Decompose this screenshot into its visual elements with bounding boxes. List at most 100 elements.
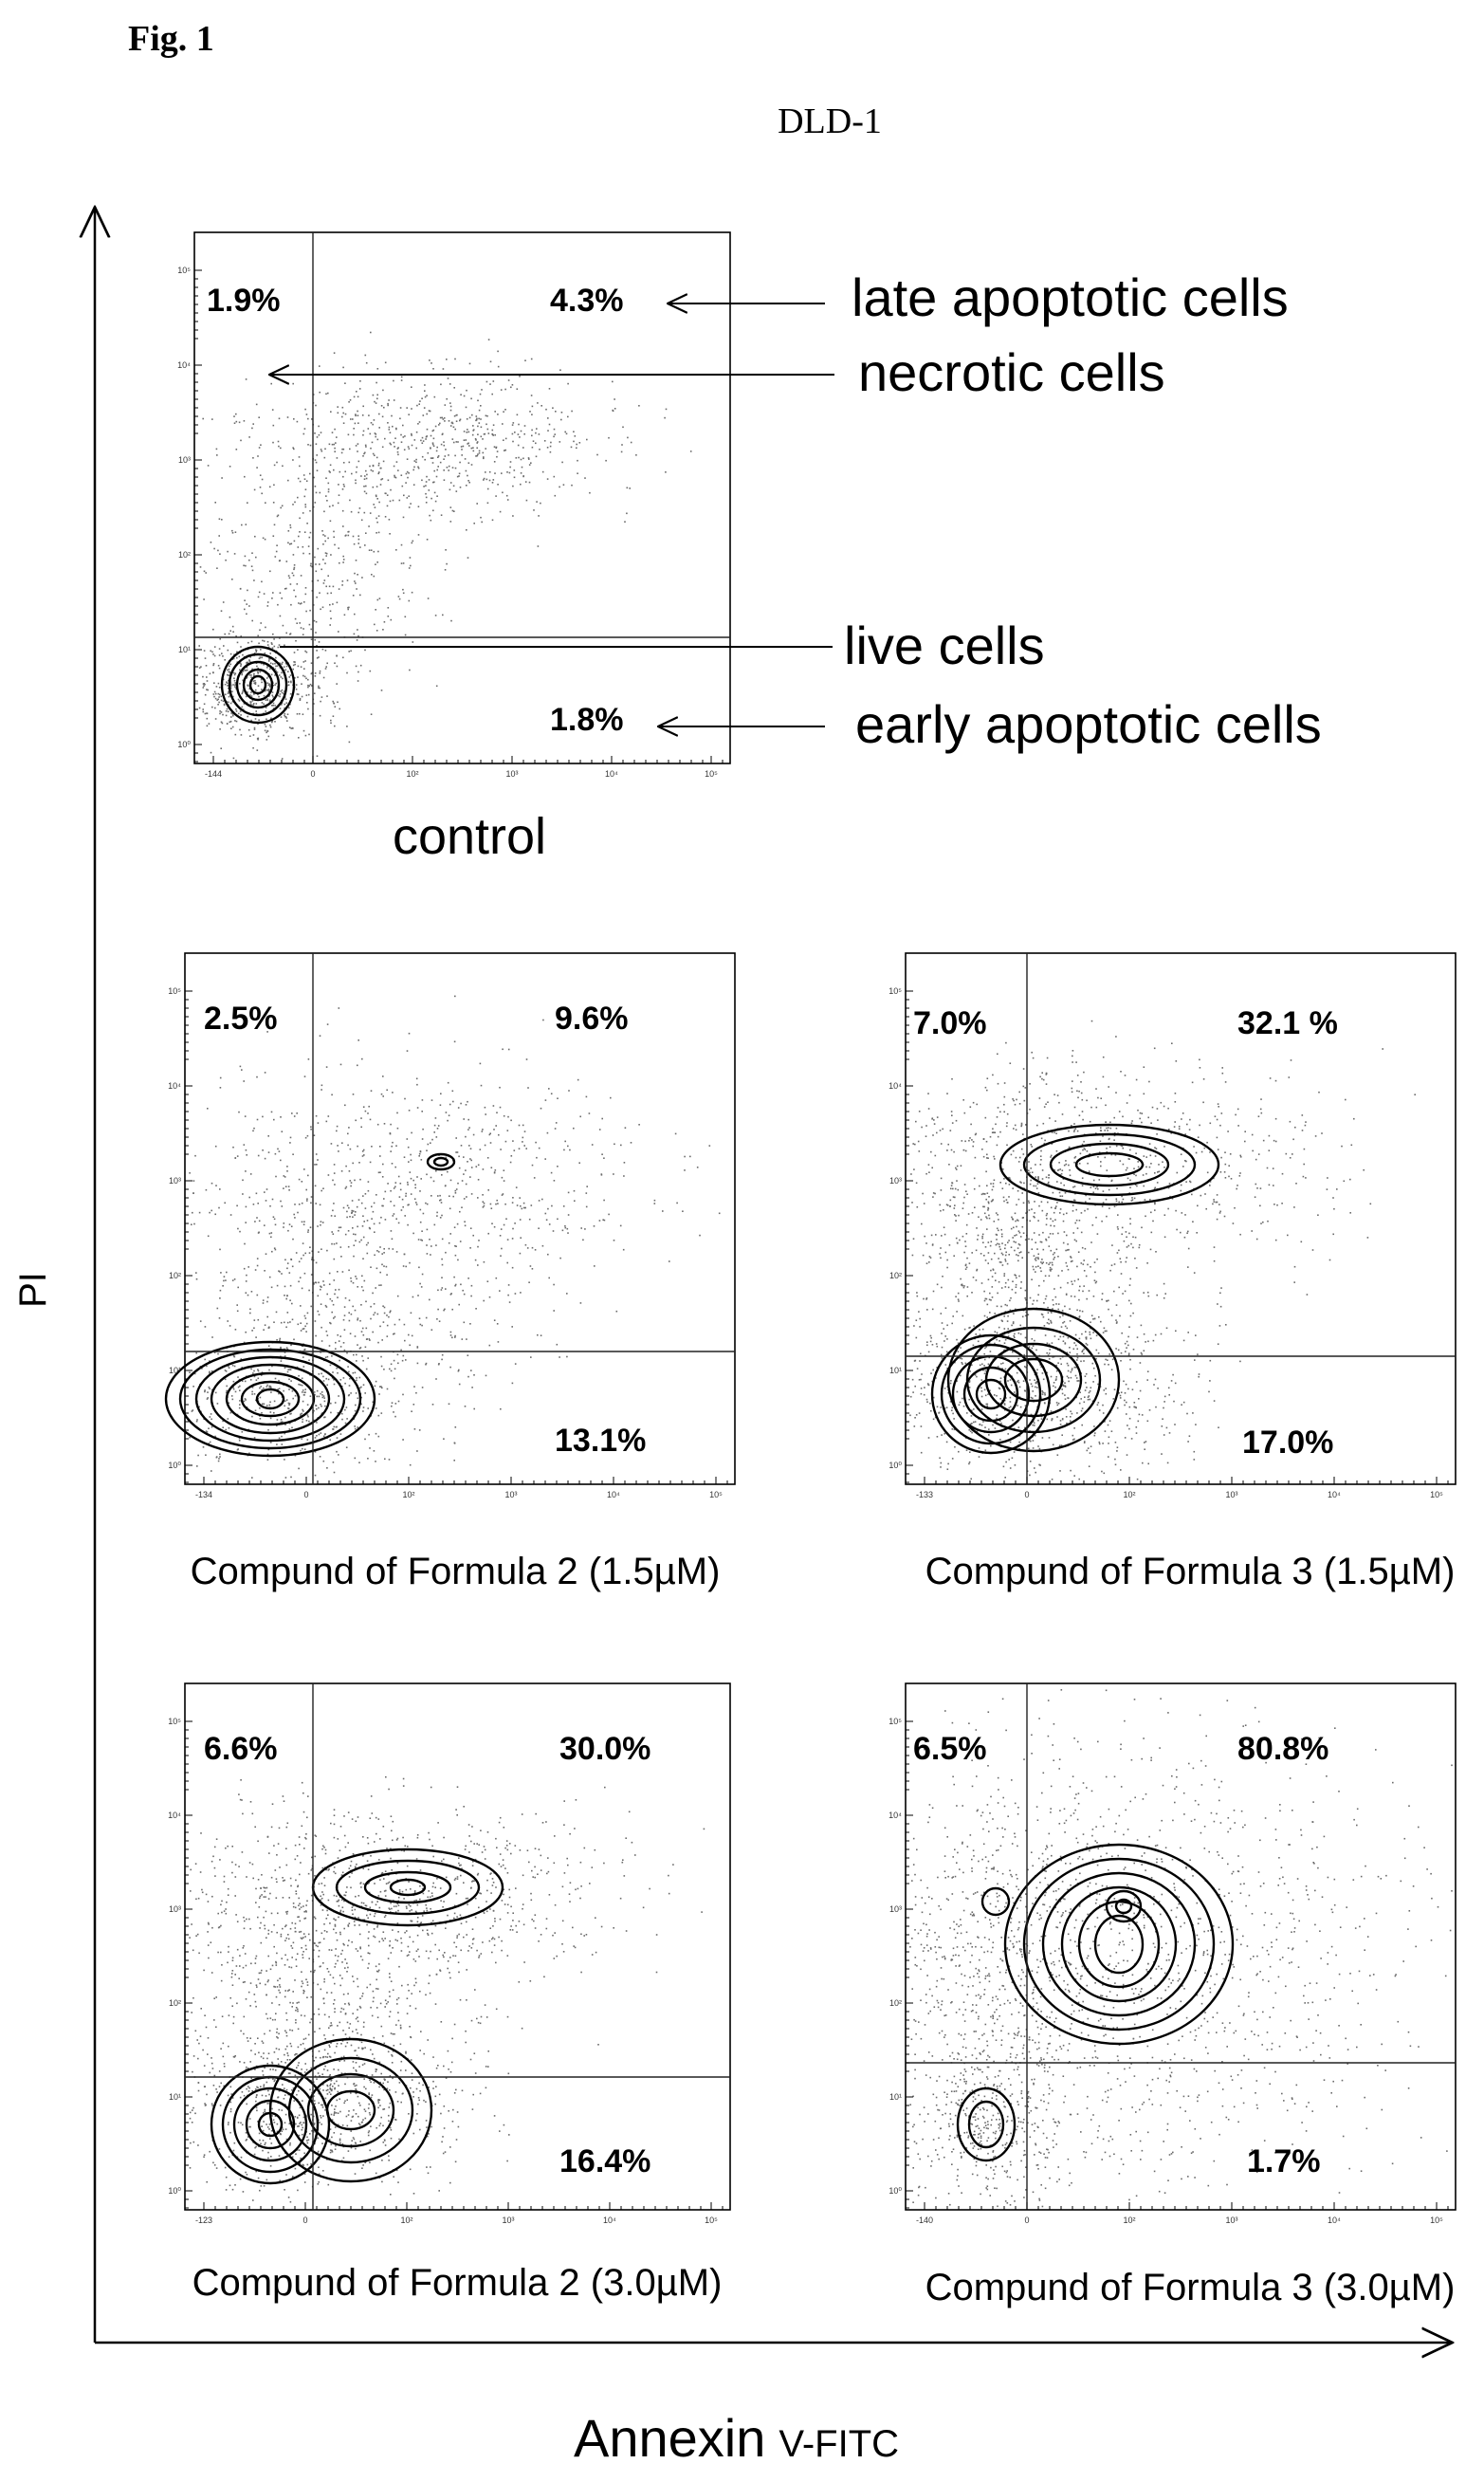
x-tick-label: 10⁵	[1430, 2215, 1443, 2225]
y-tick-label: 10¹	[169, 2092, 181, 2102]
x-tick-label: 10³	[505, 769, 518, 779]
y-tick-label: 10²	[178, 550, 191, 560]
y-tick-label: 10³	[889, 1904, 902, 1914]
y-tick-label: 10⁵	[177, 266, 191, 275]
y-tick-label: 10¹	[178, 645, 191, 654]
x-tick-label: -140	[916, 2215, 933, 2225]
quadrant-upper-left-value: 2.5%	[204, 1001, 278, 1037]
y-tick-label: 10³	[169, 1176, 181, 1186]
plot-frame	[905, 1682, 1457, 2211]
y-tick-label: 10⁴	[168, 1081, 181, 1091]
annotations: late apoptotic cells necrotic cells live…	[270, 267, 1322, 754]
x-tick-label: 10²	[1123, 2215, 1135, 2225]
y-tick-label: 10⁴	[889, 1081, 902, 1091]
live-cells-label: live cells	[844, 616, 1045, 675]
x-tick-label: 10²	[406, 769, 418, 779]
density-contours	[930, 1123, 1220, 1455]
density-contours	[220, 645, 296, 725]
density-contours	[956, 1843, 1235, 2162]
plot-title: Compund of Formula 3 (3.0µM)	[925, 2267, 1456, 2308]
y-tick-label: 10⁰	[177, 740, 191, 749]
quadrant-upper-left-value: 6.6%	[204, 1731, 278, 1767]
plot-title: control	[393, 808, 546, 865]
x-tick-label: 10⁵	[705, 2215, 718, 2225]
quadrant-upper-right-value: 32.1 %	[1237, 1005, 1338, 1041]
y-tick-label: 10³	[169, 1904, 181, 1914]
x-tick-label: 10⁴	[603, 2215, 616, 2225]
y-tick-label: 10³	[889, 1176, 902, 1186]
figure-title: DLD-1	[778, 101, 882, 141]
y-tick-label: 10²	[169, 1271, 181, 1280]
facs-plot-5: 10⁵ 10⁴ 10³ 10² 10¹ 10⁰ -140 0 10² 10³ 10⁴ 10⁵ 6.5% 8…	[889, 1682, 1457, 2308]
facs-plot-4: 10⁵ 10⁴ 10³ 10² 10¹ 10⁰ -123 0 10² 10³ 10⁴ 10⁵ 6.6% 3…	[168, 1682, 731, 2304]
x-tick-label: 10²	[402, 1490, 414, 1499]
x-tick-label: 10⁴	[605, 769, 618, 779]
y-tick-label: 10²	[169, 1998, 181, 2008]
quadrant-upper-right-value: 4.3%	[550, 283, 624, 319]
x-tick-label: -144	[205, 769, 222, 779]
x-tick-label: 0	[303, 1490, 308, 1499]
x-tick-label: 10²	[400, 2215, 412, 2225]
quadrant-upper-left-value: 6.5%	[913, 1731, 987, 1767]
x-tick-label: 10⁴	[1328, 2215, 1341, 2225]
y-tick-label: 10¹	[889, 2092, 902, 2102]
scatter-points	[189, 1775, 705, 2203]
plot-title: Compund of Formula 2 (3.0µM)	[192, 2262, 723, 2304]
quadrant-lower-right-value: 13.1%	[555, 1423, 646, 1459]
x-tick-label: 10³	[1225, 1490, 1237, 1499]
quadrant-lower-right-value: 16.4%	[559, 2143, 650, 2179]
x-tick-label: 10⁴	[607, 1490, 620, 1499]
x-tick-label: 10³	[1225, 2215, 1237, 2225]
y-tick-label: 10¹	[889, 1366, 902, 1375]
quadrant-upper-left-value: 7.0%	[913, 1005, 987, 1041]
early-apoptotic-label: early apoptotic cells	[855, 694, 1322, 754]
late-apoptotic-label: late apoptotic cells	[852, 267, 1289, 327]
x-tick-label: -123	[195, 2215, 212, 2225]
y-tick-label: 10⁵	[889, 1717, 902, 1726]
y-tick-label: 10³	[178, 455, 191, 465]
x-tick-label: 10⁵	[705, 769, 718, 779]
axis-ticks	[906, 990, 1449, 1484]
y-tick-label: 10⁵	[168, 986, 181, 996]
quadrant-lower-right-value: 1.7%	[1247, 2143, 1321, 2179]
plot-title: Compund of Formula 3 (1.5µM)	[925, 1551, 1456, 1592]
x-tick-label: 10²	[1123, 1490, 1135, 1499]
x-axis-label-main: Annexin	[574, 2408, 765, 2468]
x-tick-label: 10³	[502, 2215, 514, 2225]
x-axis-label: Annexin V-FITC	[574, 2408, 899, 2468]
x-tick-label: 10⁵	[1430, 1490, 1443, 1499]
y-tick-label: 10¹	[169, 1366, 181, 1375]
y-tick-label: 10⁴	[889, 1811, 902, 1820]
y-tick-label: 10²	[889, 1271, 902, 1280]
x-axis-label-sub: V-FITC	[779, 2423, 899, 2465]
y-tick-label: 10⁵	[889, 986, 902, 996]
fig-label: Fig. 1	[128, 19, 214, 59]
density-contours	[164, 1152, 456, 1458]
quadrant-upper-left-value: 1.9%	[207, 283, 281, 319]
axis-ticks	[194, 269, 724, 763]
axis-ticks	[906, 1720, 1449, 2210]
y-tick-label: 10⁴	[177, 360, 191, 370]
quadrant-upper-right-value: 9.6%	[555, 1001, 629, 1037]
y-tick-label: 10⁵	[168, 1717, 181, 1726]
quadrant-lower-right-value: 1.8%	[550, 702, 624, 738]
plot-frame	[184, 1682, 731, 2211]
x-tick-label: 0	[1024, 2215, 1029, 2225]
axis-ticks	[185, 990, 728, 1484]
quadrant-lower-right-value: 17.0%	[1242, 1425, 1333, 1461]
x-tick-label: 0	[310, 769, 315, 779]
y-tick-label: 10⁴	[168, 1811, 181, 1820]
x-tick-label: 10⁵	[709, 1490, 723, 1499]
quadrant-upper-right-value: 80.8%	[1237, 1731, 1328, 1767]
x-tick-label: 0	[1024, 1490, 1029, 1499]
x-tick-label: 10³	[504, 1490, 517, 1499]
facs-plot-3: 10⁵ 10⁴ 10³ 10² 10¹ 10⁰ -133 0 10² 10³ 10⁴ 10⁵ 7.0% 3…	[889, 952, 1457, 1592]
plot-title: Compund of Formula 2 (1.5µM)	[191, 1551, 721, 1592]
y-tick-label: 10⁰	[889, 1461, 902, 1470]
panels: 10⁵ 10⁴ 10³ 10² 10¹ 10⁰ -144 0 10² 10³ 10⁴ 10⁵ 1.9% 4…	[164, 231, 1457, 2308]
plot-frame	[193, 231, 731, 764]
y-tick-label: 10²	[889, 1998, 902, 2008]
x-tick-label: -133	[916, 1490, 933, 1499]
y-tick-label: 10⁰	[168, 1461, 181, 1470]
